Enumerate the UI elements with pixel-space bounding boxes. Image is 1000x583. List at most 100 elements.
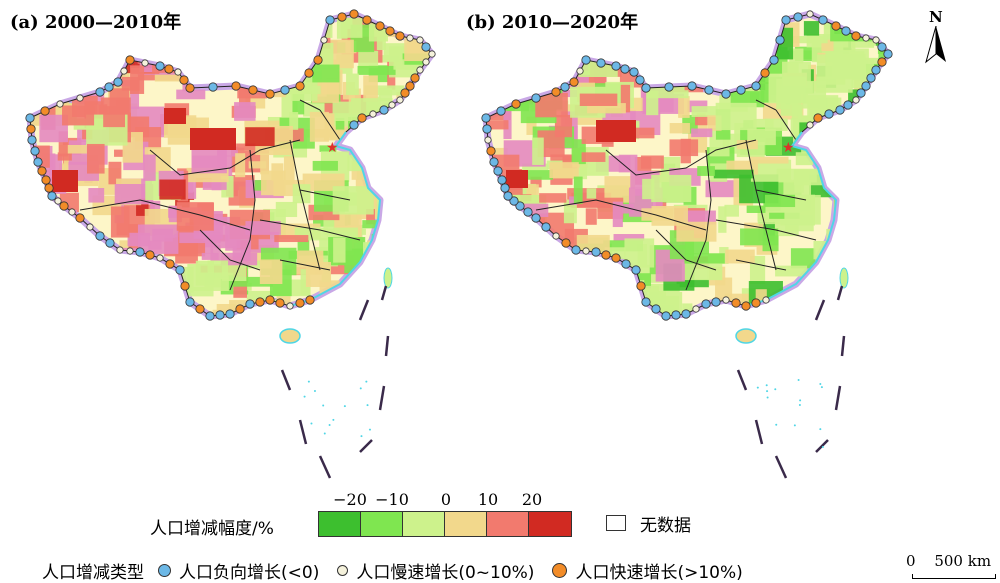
county-patch (30, 245, 64, 262)
county-patch (659, 18, 693, 41)
border-county-dot (856, 88, 866, 98)
county-patch (684, 253, 725, 264)
county-patch (585, 208, 597, 225)
county-patch (826, 264, 841, 296)
border-county-dot (225, 309, 235, 319)
border-county-dot (681, 309, 691, 319)
county-patch (486, 213, 507, 225)
county-patch (637, 32, 650, 52)
county-patch (850, 211, 868, 229)
county-patch (117, 253, 138, 284)
county-patch (486, 294, 500, 316)
county-patch (252, 17, 272, 33)
legend-swatch (529, 512, 571, 536)
county-patch (579, 93, 618, 106)
county-patch (510, 48, 537, 72)
county-patch (245, 221, 281, 235)
county-patch (159, 179, 186, 200)
county-patch (604, 247, 626, 260)
county-patch (83, 26, 95, 36)
county-patch (887, 309, 888, 316)
county-patch (418, 284, 432, 306)
county-patch (530, 176, 542, 188)
county-patch (700, 14, 732, 25)
county-patch (489, 154, 520, 170)
border-county-dot (835, 105, 845, 115)
scale-bar-line (912, 574, 996, 579)
border-county-dot (775, 35, 785, 45)
county-patch (405, 18, 425, 31)
county-patch (346, 73, 359, 96)
county-patch (46, 52, 83, 64)
county-patch (40, 51, 64, 72)
border-county-dot (135, 247, 145, 257)
county-patch (563, 199, 577, 224)
county-patch (877, 205, 888, 235)
county-patch (683, 210, 716, 225)
county-patch (268, 14, 284, 42)
county-patch (333, 227, 358, 238)
county-patch (225, 29, 246, 42)
small-island (366, 404, 369, 407)
county-patch (114, 149, 126, 157)
county-patch (708, 52, 718, 60)
county-patch (389, 231, 420, 244)
legend-tick: −20 (333, 490, 367, 509)
border-county-dot (883, 49, 893, 59)
border-county-dot (561, 238, 571, 248)
county-patch (613, 234, 645, 241)
county-patch (486, 247, 498, 269)
border-county-dot (591, 247, 601, 257)
county-patch (97, 27, 113, 38)
small-island (343, 405, 346, 408)
county-patch (534, 33, 564, 44)
county-patch (581, 299, 616, 309)
county-patch (556, 306, 570, 316)
county-patch (646, 90, 659, 116)
border-county-dot (405, 81, 415, 91)
county-patch (715, 102, 757, 131)
county-patch (386, 192, 411, 202)
county-patch (572, 34, 585, 57)
county-patch (597, 268, 614, 276)
county-patch (853, 201, 881, 234)
small-island (821, 445, 824, 448)
county-patch (504, 280, 520, 298)
border-county-dot (40, 106, 50, 116)
county-patch (486, 120, 509, 130)
county-patch (515, 41, 537, 52)
county-patch (202, 179, 227, 190)
province-boundary (605, 139, 757, 176)
legend-swatch (403, 512, 445, 536)
border-county-dot (721, 89, 731, 99)
county-patch (641, 26, 653, 35)
county-patch (855, 179, 888, 209)
border-county-dot (760, 68, 770, 78)
county-patch (434, 168, 469, 177)
county-patch (849, 287, 867, 307)
small-island (774, 388, 777, 391)
county-patch (413, 168, 432, 195)
county-patch (41, 301, 83, 311)
border-county-dot (818, 15, 828, 25)
border-county-dot (369, 110, 377, 118)
county-patch (821, 301, 860, 311)
county-patch (856, 265, 879, 290)
county-patch (526, 116, 537, 135)
border-county-dot (406, 34, 414, 42)
county-patch (508, 14, 544, 36)
county-patch (43, 216, 58, 244)
county-patch (874, 192, 888, 199)
province-boundary (229, 149, 256, 291)
county-patch (234, 102, 256, 121)
county-patch (87, 14, 124, 36)
county-patch (306, 64, 340, 83)
county-patches (30, 14, 469, 316)
small-island (797, 379, 800, 382)
border-county-dot (349, 120, 359, 130)
county-patch (436, 171, 458, 181)
border-county-dot (388, 101, 396, 109)
border-county-dot (641, 297, 651, 307)
county-patch (425, 83, 432, 103)
county-patch (790, 248, 816, 269)
